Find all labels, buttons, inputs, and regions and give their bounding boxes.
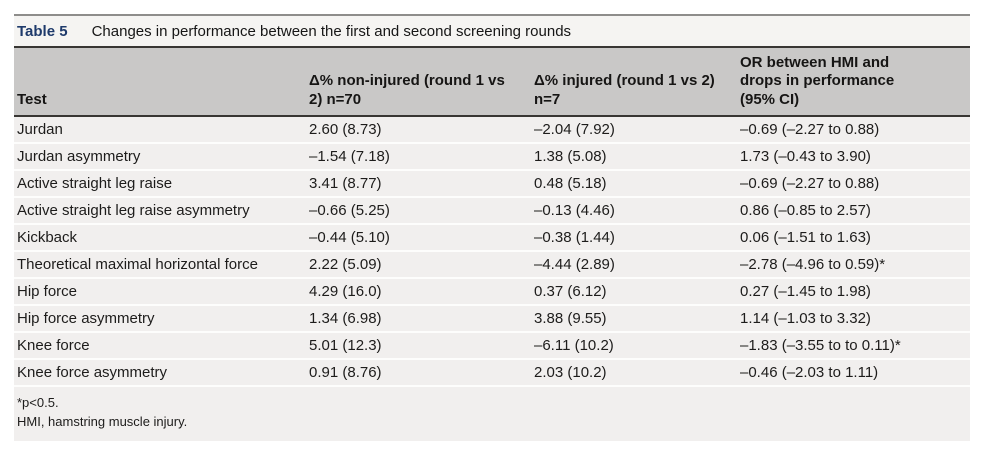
cell-test: Active straight leg raise <box>17 174 173 192</box>
table-footnotes: *p<0.5. HMI, hamstring muscle injury. <box>14 386 970 441</box>
cell-or: 0.06 (–1.51 to 1.63) <box>740 228 871 246</box>
cell-test: Theoretical maximal horizontal force <box>17 255 258 273</box>
cell-noninjured: 0.91 (8.76) <box>309 363 382 381</box>
cell-or: –1.83 (–3.55 to to 0.11)* <box>740 336 901 354</box>
cell-test: Hip force <box>17 282 78 300</box>
table-row: Active straight leg raise asymmetry –0.6… <box>14 196 970 224</box>
cell-injured: –0.38 (1.44) <box>534 228 615 246</box>
cell-noninjured: 4.29 (16.0) <box>309 282 382 300</box>
cell-noninjured: 2.22 (5.09) <box>309 255 382 273</box>
cell-injured: –4.44 (2.89) <box>534 255 615 273</box>
cell-noninjured: 5.01 (12.3) <box>309 336 382 354</box>
cell-or: 0.27 (–1.45 to 1.98) <box>740 282 871 300</box>
cell-noninjured: –0.66 (5.25) <box>309 201 390 219</box>
footnote-abbreviation: HMI, hamstring muscle injury. <box>17 413 188 429</box>
cell-injured: 0.37 (6.12) <box>534 282 607 300</box>
cell-or: –0.69 (–2.27 to 0.88) <box>740 174 880 192</box>
cell-injured: –0.13 (4.46) <box>534 201 615 219</box>
table-row: Jurdan asymmetry –1.54 (7.18) 1.38 (5.08… <box>14 142 970 170</box>
header-cell-or: OR between HMI and drops in performance … <box>737 46 970 117</box>
table-row: Jurdan 2.60 (8.73) –2.04 (7.92) –0.69 (–… <box>14 115 970 143</box>
cell-noninjured: –0.44 (5.10) <box>309 228 390 246</box>
table-row: Knee force asymmetry 0.91 (8.76) 2.03 (1… <box>14 358 970 386</box>
cell-test: Active straight leg raise asymmetry <box>17 201 250 219</box>
cell-injured: –2.04 (7.92) <box>534 120 615 138</box>
header-row: Test Δ% non-injured (round 1 vs 2) n=70 … <box>14 46 970 117</box>
table-title-bar: Table 5 Changes in performance between t… <box>14 14 970 46</box>
cell-or: –0.46 (–2.03 to 1.11) <box>740 363 879 381</box>
table-body: Jurdan 2.60 (8.73) –2.04 (7.92) –0.69 (–… <box>14 115 970 386</box>
cell-noninjured: 1.34 (6.98) <box>309 309 382 327</box>
cell-or: 1.73 (–0.43 to 3.90) <box>740 147 871 165</box>
cell-or: –0.69 (–2.27 to 0.88) <box>740 120 880 138</box>
cell-test: Jurdan asymmetry <box>17 147 141 165</box>
table-label: Table 5 <box>17 23 68 40</box>
cell-or: –2.78 (–4.96 to 0.59)* <box>740 255 886 273</box>
table-row: Knee force 5.01 (12.3) –6.11 (10.2) –1.8… <box>14 331 970 359</box>
cell-or: 1.14 (–1.03 to 3.32) <box>740 309 871 327</box>
cell-test: Hip force asymmetry <box>17 309 155 327</box>
table-row: Hip force 4.29 (16.0) 0.37 (6.12) 0.27 (… <box>14 277 970 305</box>
cell-test: Kickback <box>17 228 78 246</box>
table-row: Theoretical maximal horizontal force 2.2… <box>14 250 970 278</box>
cell-test: Jurdan <box>17 120 63 138</box>
header-cell-injured: Δ% injured (round 1 vs 2) n=7 <box>531 46 737 117</box>
cell-noninjured: 2.60 (8.73) <box>309 120 382 138</box>
table-header: Test Δ% non-injured (round 1 vs 2) n=70 … <box>14 46 970 117</box>
footnote-significance: *p<0.5. <box>17 394 59 410</box>
cell-noninjured: –1.54 (7.18) <box>309 147 390 165</box>
header-cell-noninjured: Δ% non-injured (round 1 vs 2) n=70 <box>306 46 531 117</box>
header-cell-test: Test <box>14 46 306 117</box>
table-caption: Changes in performance between the first… <box>91 23 572 40</box>
cell-injured: 0.48 (5.18) <box>534 174 607 192</box>
cell-injured: 1.38 (5.08) <box>534 147 607 165</box>
cell-injured: 2.03 (10.2) <box>534 363 607 381</box>
page: Table 5 Changes in performance between t… <box>14 14 970 441</box>
cell-noninjured: 3.41 (8.77) <box>309 174 382 192</box>
cell-or: 0.86 (–0.85 to 2.57) <box>740 201 871 219</box>
table-card: Table 5 Changes in performance between t… <box>14 14 970 441</box>
table-row: Kickback –0.44 (5.10) –0.38 (1.44) 0.06 … <box>14 223 970 251</box>
cell-injured: 3.88 (9.55) <box>534 309 607 327</box>
cell-injured: –6.11 (10.2) <box>534 336 614 354</box>
table-row: Active straight leg raise 3.41 (8.77) 0.… <box>14 169 970 197</box>
table-row: Hip force asymmetry 1.34 (6.98) 3.88 (9.… <box>14 304 970 332</box>
cell-test: Knee force <box>17 336 90 354</box>
cell-test: Knee force asymmetry <box>17 363 168 381</box>
results-table: Test Δ% non-injured (round 1 vs 2) n=70 … <box>14 46 970 387</box>
